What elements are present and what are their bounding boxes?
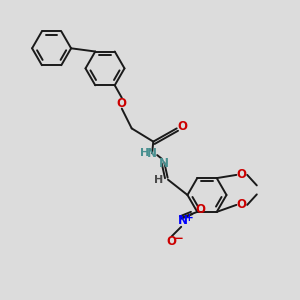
Text: −: − <box>174 232 184 245</box>
Text: O: O <box>237 198 247 212</box>
Text: H: H <box>140 148 149 158</box>
Text: N: N <box>159 157 169 170</box>
Text: N: N <box>147 147 157 160</box>
Text: O: O <box>195 203 206 216</box>
Text: O: O <box>167 235 177 248</box>
Text: O: O <box>237 168 247 182</box>
Text: +: + <box>185 213 194 223</box>
Text: N: N <box>178 214 188 227</box>
Text: H: H <box>154 175 164 185</box>
Text: O: O <box>177 120 187 134</box>
Text: O: O <box>117 97 127 110</box>
